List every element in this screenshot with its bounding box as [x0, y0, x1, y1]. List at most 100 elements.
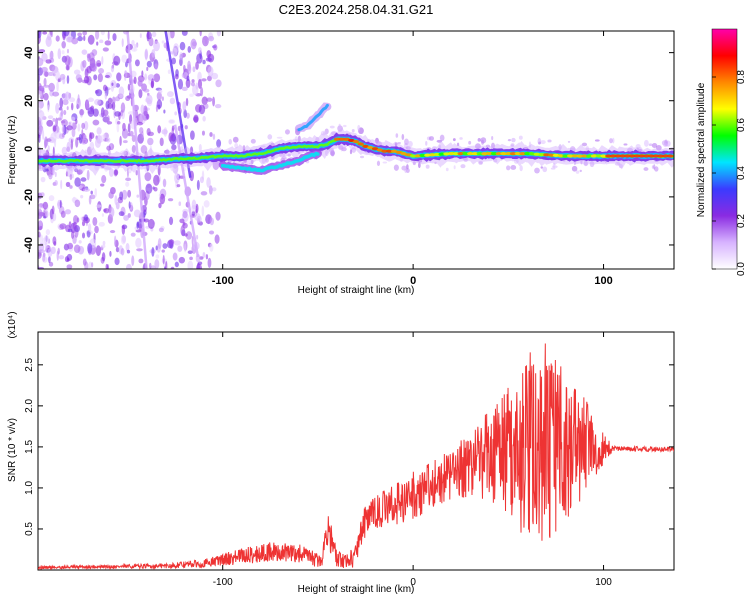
spectrogram-noise-mark	[91, 262, 94, 268]
spectrogram-peak-mark	[362, 144, 369, 148]
spectrogram-noise-mark	[428, 136, 435, 141]
spectrogram-noise-mark	[178, 201, 182, 207]
spectrogram-noise-mark	[452, 138, 456, 142]
spectrogram-noise-mark	[342, 124, 347, 128]
spectrogram-noise-mark	[38, 208, 43, 219]
spectrogram-noise-mark	[114, 235, 117, 247]
spectrogram-noise-mark	[61, 41, 66, 49]
spectrogram-noise-mark	[169, 119, 175, 124]
spectrogram-noise-mark	[135, 170, 138, 176]
spectrogram-noise-mark	[106, 137, 111, 143]
spectrogram-noise-mark	[459, 137, 463, 140]
spectrogram-noise-mark	[540, 140, 546, 145]
spectrogram-peak-mark	[395, 150, 403, 155]
spectrogram-peak-mark	[633, 154, 641, 158]
spectrogram-noise-mark	[82, 188, 90, 192]
spectrogram-noise-mark	[52, 146, 55, 157]
spectrogram-noise-mark	[125, 177, 132, 182]
spectrogram-peak-mark	[419, 153, 426, 158]
spectrogram-noise-mark	[528, 141, 532, 149]
spectrogram-noise-mark	[100, 244, 106, 248]
spectrogram-noise-mark	[119, 135, 122, 146]
spectrogram-noise-mark	[125, 95, 131, 102]
spectrogram-noise-mark	[453, 165, 456, 170]
spectrogram-noise-mark	[209, 243, 214, 252]
spectrogram-noise-mark	[140, 104, 145, 114]
spectrogram-noise-mark	[48, 256, 51, 264]
spectrogram-noise-mark	[284, 129, 290, 135]
spectrogram-noise-mark	[39, 249, 45, 254]
spectrogram-noise-mark	[136, 121, 144, 126]
spectrogram-noise-mark	[206, 97, 213, 102]
y-tick-label: 0.5	[24, 522, 35, 536]
spectrogram-noise-mark	[66, 125, 73, 131]
spectrogram-noise-mark	[99, 39, 104, 44]
spectrogram-noise-mark	[161, 249, 165, 253]
spectrogram-noise-mark	[51, 167, 56, 176]
spectrogram-peak-mark	[605, 154, 612, 158]
spectrogram-noise-mark	[126, 263, 132, 269]
spectrogram-noise-mark	[199, 176, 204, 184]
spectrogram-noise-mark	[329, 125, 335, 129]
spectrogram-noise-mark	[468, 140, 472, 145]
spectrogram-noise-mark	[270, 142, 275, 147]
snr-y-ticks: 0.5 1.0 1.5 2.0 2.5	[24, 357, 674, 536]
spectrogram-noise-mark	[112, 96, 116, 105]
spectrogram-noise-mark	[108, 207, 115, 218]
spectrogram-noise-mark	[44, 210, 49, 218]
spectrogram-noise-mark	[175, 69, 179, 77]
spectrogram-noise-mark	[156, 99, 163, 109]
spectrogram-noise-mark	[195, 203, 199, 214]
spectrogram-peak-mark	[600, 154, 607, 158]
spectrogram-noise-mark	[87, 243, 93, 254]
spectrogram-noise-mark	[507, 139, 512, 142]
x-tick-label: -100	[213, 577, 233, 588]
spectrogram-noise-mark	[52, 125, 57, 132]
spectrogram-noise-mark	[96, 89, 100, 94]
spectrogram-noise-mark	[166, 91, 174, 98]
spectrogram-noise-mark	[179, 41, 186, 51]
spectrogram-noise-mark	[157, 165, 161, 176]
spectrogram-noise-mark	[60, 120, 66, 124]
colorbar-tick-label: 0.6	[736, 118, 747, 132]
spectrogram-noise-mark	[87, 34, 95, 45]
spectrogram-noise-mark	[150, 265, 156, 269]
spectrogram-noise-mark	[38, 266, 45, 269]
spectrogram-noise-mark	[101, 56, 104, 65]
spectrogram-noise-mark	[103, 133, 106, 139]
spectrogram-noise-mark	[109, 230, 116, 234]
spectrogram-noise-mark	[146, 60, 152, 68]
spectrogram-noise-mark	[153, 40, 160, 52]
spectrogram-peak-mark	[571, 154, 579, 158]
spectrogram-noise-mark	[78, 133, 83, 144]
spectrogram-noise-mark	[114, 111, 121, 117]
spectrogram-noise-mark	[47, 174, 54, 179]
spectrogram-noise-mark	[95, 245, 102, 257]
spectrogram-peak-mark	[505, 152, 512, 156]
spectrogram-noise-mark	[67, 242, 74, 250]
spectrogram-noise-mark	[179, 218, 185, 224]
spectrogram-noise-mark	[153, 73, 161, 83]
y-tick-label: 1.5	[24, 440, 35, 454]
spectrogram-noise-mark	[324, 149, 329, 157]
spectrogram-noise-mark	[52, 117, 56, 122]
spectrogram-noise-mark	[320, 130, 327, 136]
spectrogram-noise-mark	[121, 54, 128, 63]
spectrogram-noise-mark	[281, 156, 287, 160]
spectrogram-noise-mark	[192, 66, 196, 73]
spectrogram-noise-mark	[74, 168, 79, 173]
spectrogram-noise-mark	[404, 168, 408, 173]
spectrogram-noise-mark	[55, 35, 60, 42]
spectrogram-noise-mark	[38, 124, 43, 136]
spectrogram-noise-mark	[376, 160, 381, 167]
y-tick-label: 0	[23, 146, 35, 152]
spectrogram-noise-mark	[94, 225, 99, 234]
spectrogram-noise-mark	[38, 166, 45, 172]
spectrogram-noise-mark	[207, 66, 214, 77]
spectrogram-noise-mark	[315, 136, 320, 143]
colorbar-gradient	[711, 28, 738, 270]
spectrogram-noise-mark	[118, 95, 124, 99]
spectrogram-noise-mark	[42, 254, 46, 262]
spectrogram-noise-mark	[107, 31, 110, 41]
spectrogram-noise-mark	[58, 133, 65, 140]
